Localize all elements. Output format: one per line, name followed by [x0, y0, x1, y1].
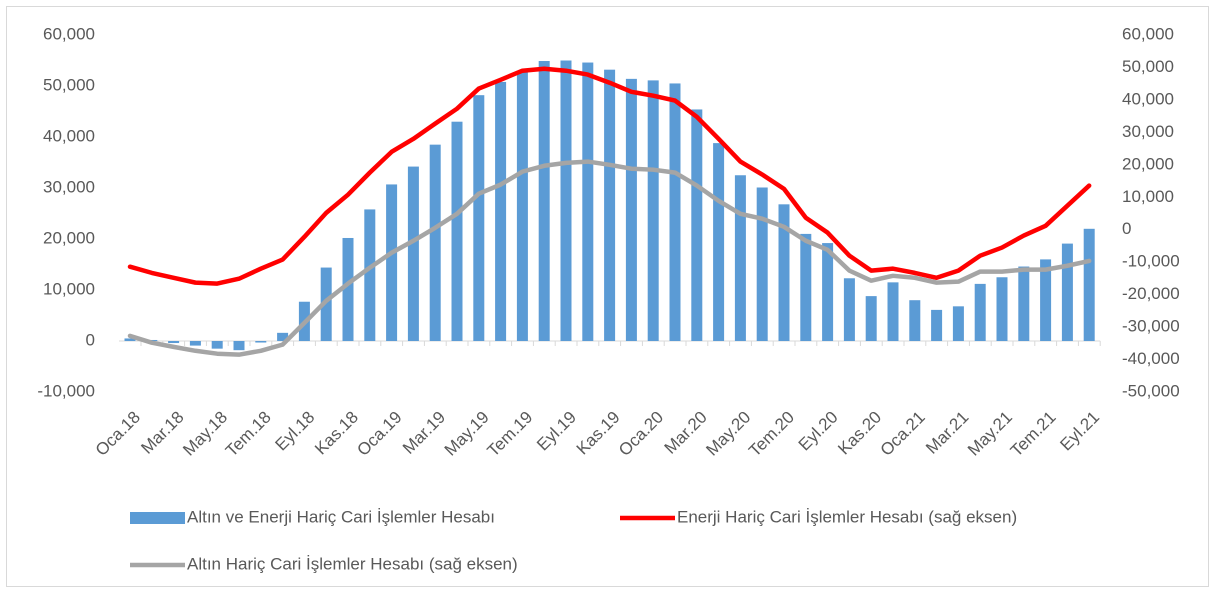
bar [647, 80, 659, 341]
y-tick-label: 0 [86, 330, 95, 349]
y-tick-label: -10,000 [37, 381, 95, 400]
y-tick-label: 10,000 [43, 279, 95, 298]
y2-tick-label: 20,000 [1122, 154, 1174, 173]
bar [1040, 259, 1052, 341]
line [127, 159, 1092, 357]
y2-tick-label: -30,000 [1122, 317, 1180, 336]
y2-tick-label: 30,000 [1122, 122, 1174, 141]
y-tick-label: 50,000 [43, 75, 95, 94]
bar [778, 204, 790, 341]
bar [909, 300, 921, 341]
bar [495, 81, 507, 342]
bar [800, 233, 812, 341]
y-tick-label: 60,000 [43, 24, 95, 43]
y2-tick-label: -50,000 [1122, 381, 1180, 400]
y2-tick-label: -20,000 [1122, 284, 1180, 303]
y2-tick-label: 10,000 [1122, 187, 1174, 206]
bar [320, 267, 332, 341]
bar [211, 341, 223, 349]
bar [473, 95, 485, 342]
bar [189, 341, 201, 346]
bar [451, 121, 463, 341]
bar [538, 61, 550, 341]
bar [342, 237, 354, 341]
y-tick-label: 40,000 [43, 126, 95, 145]
legend-label: Altın Hariç Cari İşlemler Hesabı (sağ ek… [187, 554, 518, 573]
bar [713, 143, 725, 341]
bar [822, 243, 834, 341]
bar [952, 306, 964, 341]
bar [691, 109, 703, 342]
bar [1083, 228, 1095, 341]
bar [255, 341, 267, 343]
bar [974, 283, 986, 341]
bar [364, 209, 376, 341]
line [127, 66, 1092, 286]
bar [996, 277, 1008, 341]
bar [168, 341, 180, 344]
bar [429, 144, 441, 341]
bar [625, 78, 637, 342]
y2-tick-label: 40,000 [1122, 89, 1174, 108]
bar [233, 341, 245, 351]
bar [407, 166, 419, 341]
legend-label: Enerji Hariç Cari İşlemler Hesabı (sağ e… [677, 507, 1017, 526]
bar [516, 70, 528, 341]
bar [277, 332, 289, 341]
y2-tick-label: -10,000 [1122, 252, 1180, 271]
legend-label: Altın ve Enerji Hariç Cari İşlemler Hesa… [187, 507, 495, 526]
bar [1061, 243, 1073, 341]
y2-tick-label: 50,000 [1122, 57, 1174, 76]
bar [604, 69, 616, 342]
bar [386, 184, 398, 341]
bar [582, 62, 594, 341]
bar [669, 83, 681, 341]
bar [887, 282, 899, 341]
bar [931, 309, 943, 341]
bar [124, 338, 136, 341]
bar [734, 175, 746, 341]
bar [560, 60, 572, 341]
bar [756, 187, 768, 341]
legend-swatch [130, 512, 185, 524]
bar [1018, 266, 1030, 341]
y-tick-label: 30,000 [43, 177, 95, 196]
y2-tick-label: 60,000 [1122, 24, 1174, 43]
y2-tick-label: -40,000 [1122, 349, 1180, 368]
y-tick-label: 20,000 [43, 228, 95, 247]
bar [865, 296, 877, 341]
bar [843, 278, 855, 341]
y2-tick-label: 0 [1122, 219, 1131, 238]
